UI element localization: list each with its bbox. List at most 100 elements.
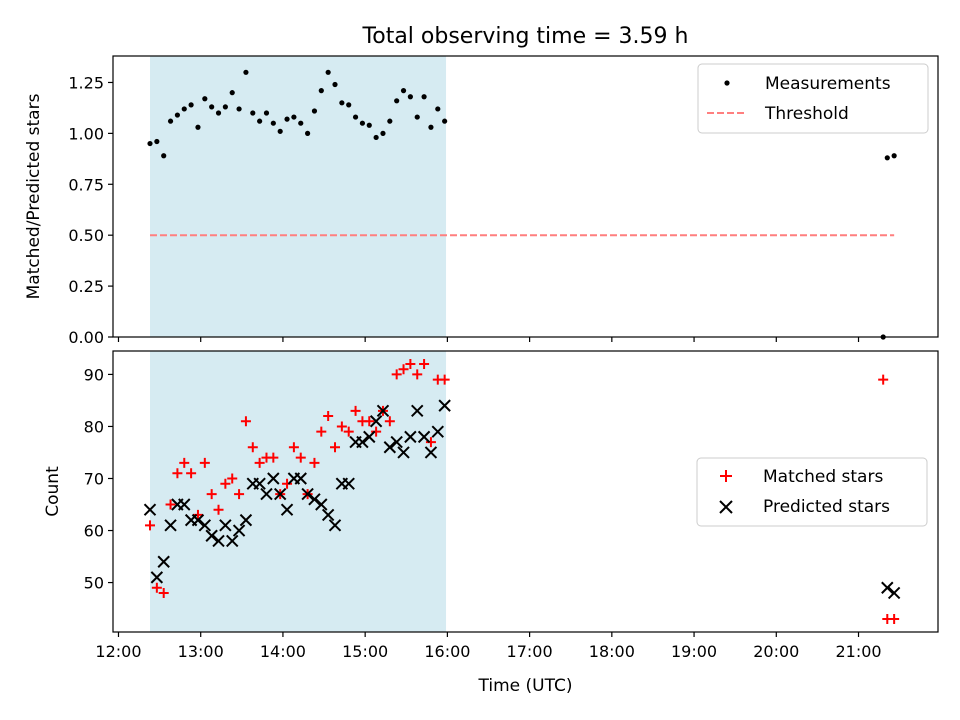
matched-star-point (309, 457, 320, 468)
matched-star-point (206, 489, 217, 500)
predicted-star-point (424, 446, 438, 459)
predicted-star-point (143, 503, 157, 516)
measurement-point (215, 110, 222, 116)
bottom-y-tick-label: 80 (84, 417, 104, 436)
matched-star-point (889, 613, 900, 624)
x-tick-label: 19:00 (671, 642, 717, 661)
chart-title: Total observing time = 3.59 h (362, 24, 689, 49)
matched-star-point (288, 442, 299, 453)
bottom-axes-frame (112, 350, 939, 633)
bottom-legend: Matched stars Predicted stars (696, 457, 928, 527)
predicted-star-point (411, 404, 424, 418)
bottom-shaded-span (150, 351, 447, 632)
x-tick-label: 21:00 (835, 642, 881, 661)
matched-star-point (179, 457, 190, 468)
matched-star-point (282, 478, 293, 489)
measurement-point (154, 138, 160, 145)
legend-marker-predicted-stars (719, 500, 733, 514)
x-tick-label: 14:00 (260, 642, 306, 661)
matched-star-point (371, 426, 382, 437)
legend-label-predicted-stars: Predicted stars (763, 497, 890, 517)
matched-star-point (213, 504, 224, 515)
matched-star-point (384, 416, 395, 427)
measurement-point (339, 100, 345, 106)
bottom-y-tick-label: 70 (84, 469, 104, 488)
top-y-tick-label: 1.25 (68, 73, 104, 92)
top-panel: 0.00 0.25 0.50 0.75 1.00 1.25 Matched/Predict… (24, 55, 939, 347)
measurement-point (305, 130, 311, 136)
top-shaded-span (150, 56, 447, 337)
measurement-point (243, 69, 249, 75)
matched-star-point (295, 452, 306, 463)
predicted-star-point (150, 571, 164, 584)
top-y-tick-label: 1.00 (68, 124, 104, 143)
top-y-tick-label: 0.50 (68, 226, 104, 245)
measurement-point (387, 118, 393, 124)
top-y-tick-label: 0.25 (68, 277, 104, 296)
matched-star-point (227, 473, 238, 484)
measurement-point (884, 155, 890, 161)
measurement-point (277, 128, 283, 134)
measurement-point (435, 106, 441, 112)
predicted-star-point (273, 487, 287, 501)
predicted-star-point (219, 519, 232, 532)
x-tick-label: 18:00 (589, 642, 635, 661)
matched-star-point (199, 457, 210, 468)
measurement-point (257, 118, 263, 124)
x-tick-label: 12:00 (95, 642, 141, 661)
predicted-star-point (376, 404, 390, 418)
legend-label-measurements: Measurements (765, 74, 891, 94)
bottom-panel: 12:00 13:00 14:00 15:00 16:00 17:00 18:00 19:00… (43, 350, 939, 696)
matched-star-point (192, 509, 203, 520)
predicted-star-point (164, 519, 177, 532)
predicted-star-point (294, 472, 307, 485)
measurement-point (325, 69, 331, 75)
x-tick-label: 20:00 (753, 642, 799, 661)
predicted-star-point (232, 524, 246, 537)
top-y-tick-label: 0.00 (68, 328, 104, 347)
bottom-y-tick-label: 60 (84, 522, 104, 541)
measurement-point (174, 112, 181, 118)
matched-star-point (316, 426, 327, 437)
matched-star-point (398, 364, 409, 375)
predicted-star-point (397, 446, 410, 459)
measurement-point (263, 110, 270, 116)
bottom-y-tick-label: 50 (84, 574, 104, 593)
measurement-point (195, 124, 201, 130)
predicted-star-point (431, 425, 444, 438)
matched-star-point (254, 457, 265, 468)
predicted-star-point (404, 430, 417, 444)
matched-star-point (391, 369, 402, 380)
top-y-tick-label: 0.75 (68, 175, 104, 194)
matched-star-point (247, 442, 258, 453)
predicted-star-point (328, 519, 342, 532)
measurement-point (428, 124, 434, 130)
predicted-star-point (363, 430, 376, 444)
measurement-point (298, 120, 304, 126)
predicted-star-point (260, 487, 273, 501)
predicted-star-point (280, 503, 294, 516)
predicted-star-point (321, 508, 335, 522)
measurement-point (414, 114, 420, 120)
measurement-point (346, 102, 352, 108)
measurement-point (202, 96, 208, 102)
measurement-point (222, 104, 228, 110)
measurement-point (270, 120, 276, 126)
measurement-point (167, 118, 174, 124)
predicted-star-point (301, 487, 314, 501)
measurement-point (311, 108, 318, 114)
predicted-star-point (369, 415, 383, 428)
matched-star-point (234, 489, 245, 500)
measurement-point (366, 122, 372, 128)
predicted-star-point (226, 534, 239, 548)
predicted-star-point (198, 519, 212, 532)
x-tick-label: 17:00 (507, 642, 553, 661)
measurement-point (359, 120, 366, 126)
measurement-point (352, 114, 359, 120)
matched-star-point (323, 411, 334, 422)
top-legend: Measurements Threshold (697, 63, 929, 134)
measurement-point (421, 94, 427, 100)
legend-marker-measurements (724, 80, 730, 86)
matched-star-point (878, 374, 889, 385)
predicted-star-point (438, 399, 451, 412)
